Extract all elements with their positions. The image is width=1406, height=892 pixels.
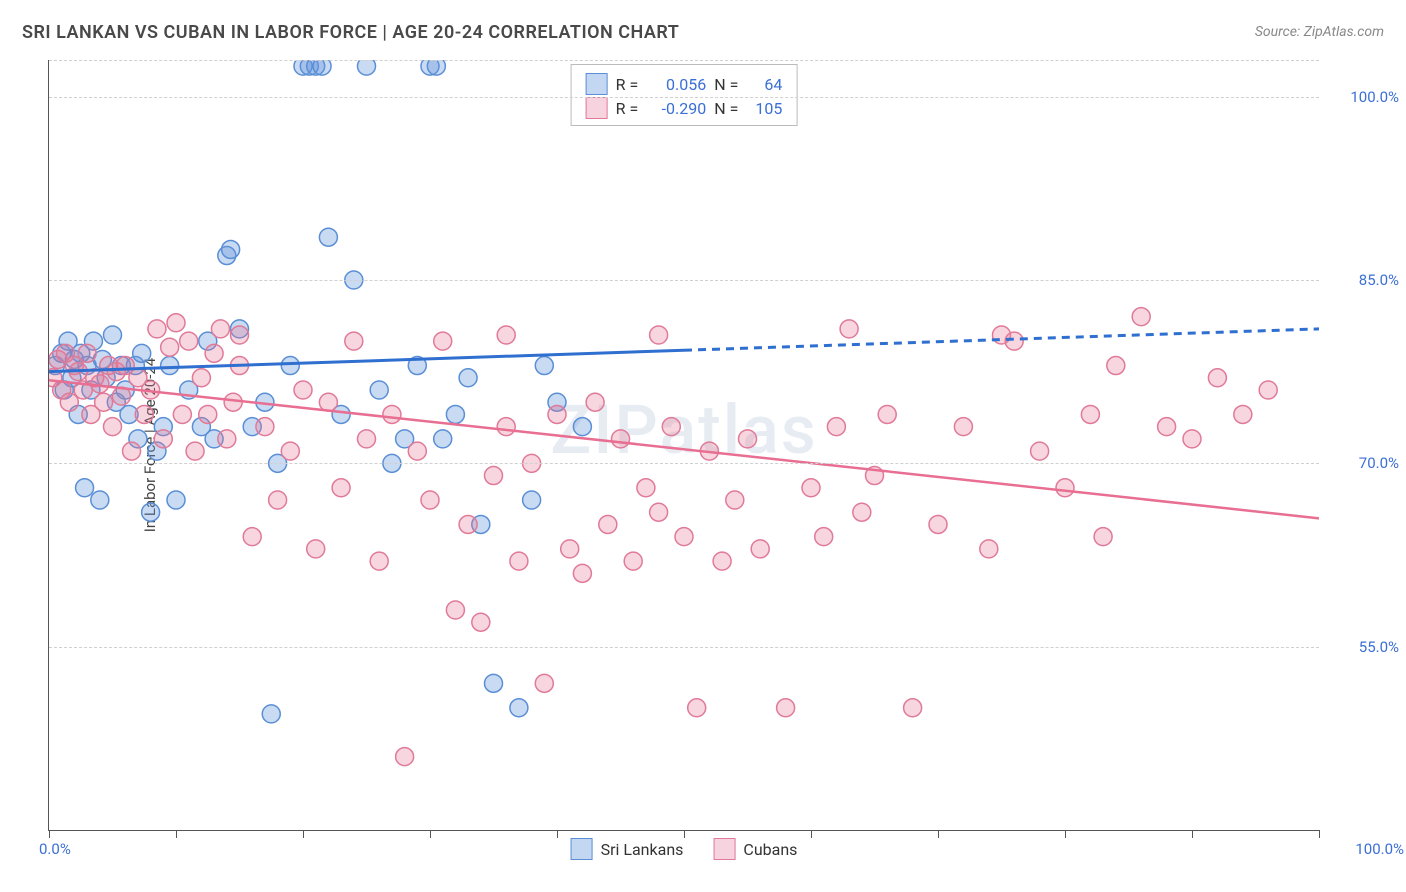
- x-tick: [1192, 830, 1193, 838]
- x-tick: [557, 830, 558, 838]
- series-legend: Sri Lankans Cubans: [571, 838, 798, 860]
- x-tick: [176, 830, 177, 838]
- source-attribution: Source: ZipAtlas.com: [1255, 24, 1384, 40]
- legend-item-cubans: Cubans: [713, 838, 797, 860]
- x-tick: [430, 830, 431, 838]
- y-tick-label: 100.0%: [1329, 88, 1399, 106]
- x-tick: [684, 830, 685, 838]
- r-label: R =: [616, 99, 639, 118]
- n-value-sri-lankans: 64: [746, 75, 782, 94]
- legend-item-sri-lankans: Sri Lankans: [571, 838, 684, 860]
- stats-legend-box: R = 0.056 N = 64 R = -0.290 N = 105: [571, 64, 798, 126]
- gridline-h: [49, 97, 1319, 98]
- gridline-h: [49, 463, 1319, 464]
- r-label: R =: [616, 75, 639, 94]
- n-value-cubans: 105: [746, 99, 782, 118]
- stats-row-sri-lankans: R = 0.056 N = 64: [586, 73, 783, 95]
- chart-plot-area: In Labor Force | Age 20-24 ZIPatlas R = …: [48, 60, 1319, 831]
- legend-label-sri-lankans: Sri Lankans: [601, 840, 684, 859]
- x-tick: [1319, 830, 1320, 838]
- x-tick: [938, 830, 939, 838]
- r-value-cubans: -0.290: [646, 99, 706, 118]
- y-tick-label: 55.0%: [1329, 638, 1399, 656]
- x-axis-min-label: 0.0%: [39, 840, 71, 858]
- x-tick: [811, 830, 812, 838]
- r-value-sri-lankans: 0.056: [646, 75, 706, 94]
- stats-row-cubans: R = -0.290 N = 105: [586, 97, 783, 119]
- swatch-cubans: [586, 97, 608, 119]
- x-axis-max-label: 100.0%: [1355, 840, 1404, 858]
- y-tick-label: 70.0%: [1329, 454, 1399, 472]
- swatch-sri-lankans: [586, 73, 608, 95]
- swatch-cubans: [713, 838, 735, 860]
- gridline-h: [49, 280, 1319, 281]
- chart-title: SRI LANKAN VS CUBAN IN LABOR FORCE | AGE…: [22, 22, 679, 43]
- n-label: N =: [714, 75, 738, 94]
- gridline-h: [49, 647, 1319, 648]
- scatter-plot-svg: [49, 60, 1319, 830]
- n-label: N =: [714, 99, 738, 118]
- swatch-sri-lankans: [571, 838, 593, 860]
- gridline-h: [49, 60, 1319, 61]
- y-tick-label: 85.0%: [1329, 271, 1399, 289]
- x-tick: [303, 830, 304, 838]
- x-tick: [49, 830, 50, 838]
- x-tick: [1065, 830, 1066, 838]
- legend-label-cubans: Cubans: [743, 840, 797, 859]
